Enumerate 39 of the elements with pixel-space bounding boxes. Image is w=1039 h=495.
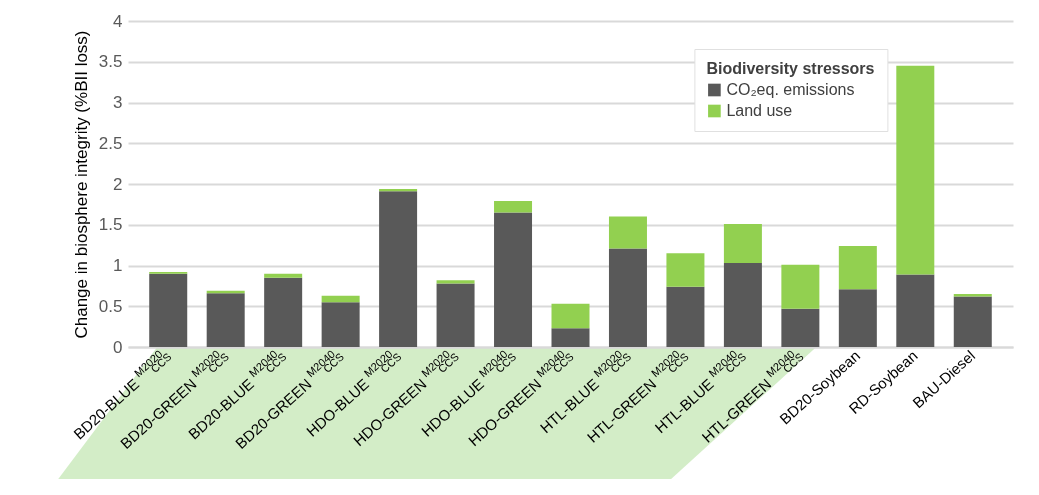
bar	[494, 212, 533, 347]
bar	[666, 286, 705, 347]
y-tick-label: 1.5	[98, 215, 123, 235]
bar	[666, 253, 705, 287]
bar	[953, 296, 992, 347]
y-tick-label: 1	[113, 256, 123, 275]
bar	[896, 65, 935, 275]
bar	[321, 295, 360, 303]
legend-label: CO₂eq. emissions	[726, 81, 855, 98]
y-tick-label: 4	[113, 11, 123, 31]
y-axis-title: Change in biosphere integrity (%BII loss)	[71, 30, 91, 339]
bar	[723, 263, 762, 347]
legend-title: Biodiversity stressors	[706, 60, 875, 77]
y-tick-label: 0	[113, 337, 123, 357]
bar	[494, 201, 533, 213]
bar	[379, 191, 418, 347]
y-tick-label: 3.5	[98, 52, 123, 72]
bar	[896, 274, 935, 347]
bar	[608, 248, 647, 347]
bar	[608, 216, 647, 249]
legend-label: Land use	[726, 102, 793, 119]
bar	[551, 328, 590, 347]
bar	[436, 283, 475, 347]
bar	[781, 308, 820, 347]
y-tick-label: 3	[113, 93, 123, 112]
bar	[723, 223, 762, 264]
bar	[264, 277, 303, 347]
bar	[551, 303, 590, 329]
y-tick-label: 2	[113, 174, 123, 194]
bar	[781, 264, 820, 309]
bar	[321, 302, 360, 347]
bar	[149, 273, 188, 347]
bar	[206, 293, 245, 347]
bar	[838, 289, 877, 347]
y-tick-label: 0.5	[98, 296, 123, 316]
y-tick-label: 2.5	[98, 133, 123, 153]
bar	[436, 280, 475, 284]
bar	[838, 245, 877, 290]
bar	[264, 273, 303, 278]
